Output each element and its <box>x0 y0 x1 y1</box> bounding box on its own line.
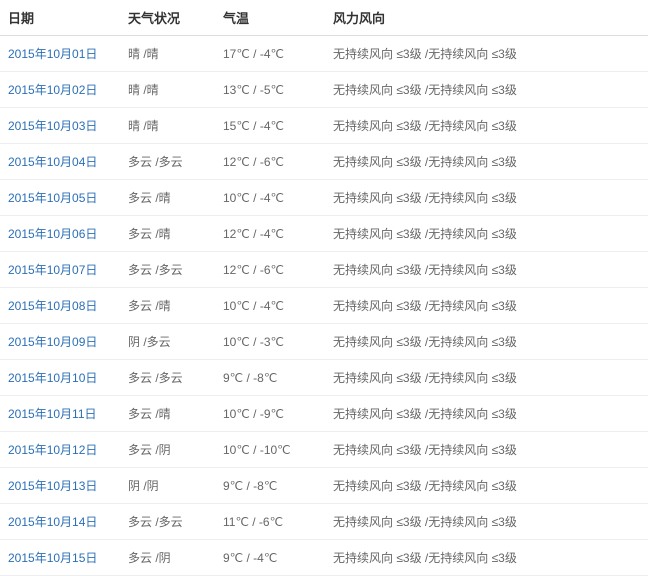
cell-wind: 无持续风向 ≤3级 /无持续风向 ≤3级 <box>325 216 648 252</box>
table-row: 2015年10月03日 晴 /晴15℃ / -4℃无持续风向 ≤3级 /无持续风向… <box>0 108 648 144</box>
cell-date: 2015年10月10日 <box>0 360 120 396</box>
cell-temp: 12℃ / -4℃ <box>215 216 325 252</box>
cell-condition: 晴 /晴 <box>120 72 215 108</box>
cell-temp: 10℃ / -4℃ <box>215 180 325 216</box>
cell-condition: 多云 /多云 <box>120 504 215 540</box>
cell-temp: 10℃ / -4℃ <box>215 288 325 324</box>
cell-condition: 晴 /晴 <box>120 108 215 144</box>
cell-wind: 无持续风向 ≤3级 /无持续风向 ≤3级 <box>325 144 648 180</box>
cell-date: 2015年10月04日 <box>0 144 120 180</box>
table-row: 2015年10月02日 晴 /晴13℃ / -5℃无持续风向 ≤3级 /无持续风向… <box>0 72 648 108</box>
cell-wind: 无持续风向 ≤3级 /无持续风向 ≤3级 <box>325 288 648 324</box>
table-row: 2015年10月08日 多云 /晴10℃ / -4℃无持续风向 ≤3级 /无持续风… <box>0 288 648 324</box>
cell-condition: 多云 /多云 <box>120 360 215 396</box>
date-link[interactable]: 2015年10月11日 <box>8 407 97 421</box>
cell-date: 2015年10月07日 <box>0 252 120 288</box>
cell-date: 2015年10月05日 <box>0 180 120 216</box>
cell-date: 2015年10月11日 <box>0 396 120 432</box>
cell-wind: 无持续风向 ≤3级 /无持续风向 ≤3级 <box>325 468 648 504</box>
cell-temp: 9℃ / -8℃ <box>215 468 325 504</box>
table-row: 2015年10月15日 多云 /阴9℃ / -4℃无持续风向 ≤3级 /无持续风向… <box>0 540 648 576</box>
date-link[interactable]: 2015年10月15日 <box>8 551 97 565</box>
cell-wind: 无持续风向 ≤3级 /无持续风向 ≤3级 <box>325 504 648 540</box>
col-header-temp: 气温 <box>215 0 325 36</box>
cell-condition: 多云 /晴 <box>120 216 215 252</box>
date-link[interactable]: 2015年10月13日 <box>8 479 97 493</box>
date-link[interactable]: 2015年10月03日 <box>8 119 97 133</box>
cell-condition: 多云 /晴 <box>120 288 215 324</box>
table-row: 2015年10月04日 多云 /多云12℃ / -6℃无持续风向 ≤3级 /无持续… <box>0 144 648 180</box>
cell-condition: 晴 /晴 <box>120 36 215 72</box>
cell-wind: 无持续风向 ≤3级 /无持续风向 ≤3级 <box>325 72 648 108</box>
table-header-row: 日期 天气状况 气温 风力风向 <box>0 0 648 36</box>
cell-condition: 多云 /晴 <box>120 180 215 216</box>
table-row: 2015年10月14日 多云 /多云11℃ / -6℃无持续风向 ≤3级 /无持续… <box>0 504 648 540</box>
cell-temp: 13℃ / -5℃ <box>215 72 325 108</box>
cell-temp: 15℃ / -4℃ <box>215 108 325 144</box>
date-link[interactable]: 2015年10月14日 <box>8 515 97 529</box>
col-header-wind: 风力风向 <box>325 0 648 36</box>
cell-wind: 无持续风向 ≤3级 /无持续风向 ≤3级 <box>325 36 648 72</box>
cell-temp: 9℃ / -4℃ <box>215 540 325 576</box>
cell-condition: 多云 /多云 <box>120 144 215 180</box>
cell-date: 2015年10月01日 <box>0 36 120 72</box>
cell-temp: 9℃ / -8℃ <box>215 360 325 396</box>
table-row: 2015年10月05日 多云 /晴10℃ / -4℃无持续风向 ≤3级 /无持续风… <box>0 180 648 216</box>
cell-wind: 无持续风向 ≤3级 /无持续风向 ≤3级 <box>325 540 648 576</box>
weather-history-table: 日期 天气状况 气温 风力风向 2015年10月01日晴 /晴17℃ / -4℃… <box>0 0 648 576</box>
cell-temp: 10℃ / -3℃ <box>215 324 325 360</box>
cell-wind: 无持续风向 ≤3级 /无持续风向 ≤3级 <box>325 180 648 216</box>
date-link[interactable]: 2015年10月08日 <box>8 299 97 313</box>
cell-date: 2015年10月12日 <box>0 432 120 468</box>
col-header-condition: 天气状况 <box>120 0 215 36</box>
date-link[interactable]: 2015年10月09日 <box>8 335 97 349</box>
cell-date: 2015年10月03日 <box>0 108 120 144</box>
table-row: 2015年10月13日 阴 /阴9℃ / -8℃无持续风向 ≤3级 /无持续风向 … <box>0 468 648 504</box>
date-link[interactable]: 2015年10月06日 <box>8 227 97 241</box>
cell-wind: 无持续风向 ≤3级 /无持续风向 ≤3级 <box>325 252 648 288</box>
cell-wind: 无持续风向 ≤3级 /无持续风向 ≤3级 <box>325 360 648 396</box>
date-link[interactable]: 2015年10月10日 <box>8 371 97 385</box>
cell-wind: 无持续风向 ≤3级 /无持续风向 ≤3级 <box>325 108 648 144</box>
cell-temp: 10℃ / -10℃ <box>215 432 325 468</box>
table-row: 2015年10月11日 多云 /晴10℃ / -9℃无持续风向 ≤3级 /无持续风… <box>0 396 648 432</box>
cell-wind: 无持续风向 ≤3级 /无持续风向 ≤3级 <box>325 432 648 468</box>
cell-temp: 12℃ / -6℃ <box>215 144 325 180</box>
date-link[interactable]: 2015年10月04日 <box>8 155 97 169</box>
cell-wind: 无持续风向 ≤3级 /无持续风向 ≤3级 <box>325 324 648 360</box>
cell-date: 2015年10月09日 <box>0 324 120 360</box>
date-link[interactable]: 2015年10月02日 <box>8 83 97 97</box>
table-row: 2015年10月01日 晴 /晴17℃ / -4℃无持续风向 ≤3级 /无持续风向… <box>0 36 648 72</box>
cell-condition: 多云 /阴 <box>120 540 215 576</box>
cell-condition: 多云 /阴 <box>120 432 215 468</box>
cell-temp: 17℃ / -4℃ <box>215 36 325 72</box>
cell-date: 2015年10月15日 <box>0 540 120 576</box>
table-row: 2015年10月10日 多云 /多云9℃ / -8℃无持续风向 ≤3级 /无持续风… <box>0 360 648 396</box>
cell-condition: 多云 /晴 <box>120 396 215 432</box>
date-link[interactable]: 2015年10月05日 <box>8 191 97 205</box>
table-row: 2015年10月12日 多云 /阴10℃ / -10℃无持续风向 ≤3级 /无持续… <box>0 432 648 468</box>
date-link[interactable]: 2015年10月07日 <box>8 263 97 277</box>
cell-temp: 10℃ / -9℃ <box>215 396 325 432</box>
table-row: 2015年10月06日 多云 /晴12℃ / -4℃无持续风向 ≤3级 /无持续风… <box>0 216 648 252</box>
cell-condition: 阴 /多云 <box>120 324 215 360</box>
date-link[interactable]: 2015年10月12日 <box>8 443 97 457</box>
cell-date: 2015年10月14日 <box>0 504 120 540</box>
cell-temp: 12℃ / -6℃ <box>215 252 325 288</box>
cell-date: 2015年10月02日 <box>0 72 120 108</box>
cell-condition: 多云 /多云 <box>120 252 215 288</box>
cell-wind: 无持续风向 ≤3级 /无持续风向 ≤3级 <box>325 396 648 432</box>
cell-date: 2015年10月13日 <box>0 468 120 504</box>
table-row: 2015年10月09日 阴 /多云10℃ / -3℃无持续风向 ≤3级 /无持续风… <box>0 324 648 360</box>
cell-date: 2015年10月06日 <box>0 216 120 252</box>
table-row: 2015年10月07日 多云 /多云12℃ / -6℃无持续风向 ≤3级 /无持续… <box>0 252 648 288</box>
date-link[interactable]: 2015年10月01日 <box>8 47 97 61</box>
cell-temp: 11℃ / -6℃ <box>215 504 325 540</box>
cell-condition: 阴 /阴 <box>120 468 215 504</box>
col-header-date: 日期 <box>0 0 120 36</box>
cell-date: 2015年10月08日 <box>0 288 120 324</box>
